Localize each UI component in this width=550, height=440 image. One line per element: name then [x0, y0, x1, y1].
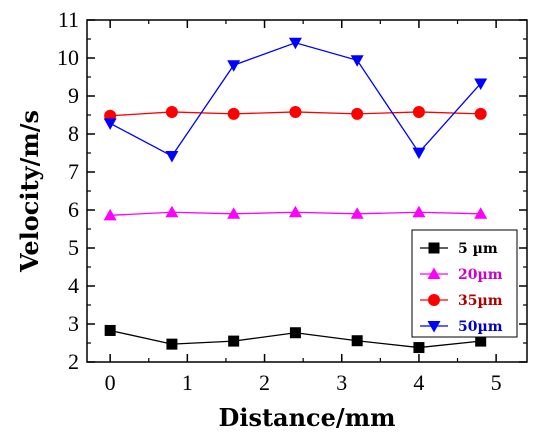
data-point-series-2 [474, 107, 487, 120]
y-tick-label: 9 [68, 83, 79, 108]
data-point-series-2 [227, 107, 240, 120]
data-point-series-1 [474, 207, 488, 219]
data-point-series-1 [103, 208, 117, 221]
data-point-series-3 [103, 118, 117, 130]
data-point-series-0 [166, 338, 178, 350]
legend-marker-2 [428, 294, 440, 306]
legend-marker-0 [428, 242, 440, 254]
series-line-3 [109, 42, 482, 157]
data-point-series-3 [165, 151, 179, 163]
y-tick-label: 2 [68, 349, 79, 374]
x-tick-label: 3 [336, 370, 347, 395]
y-axis-title: Velocity/m/s [15, 110, 44, 273]
legend-marker-3 [427, 321, 441, 333]
data-point-series-0 [228, 335, 240, 347]
legend-label-0: 5 µm [458, 241, 498, 257]
data-point-series-0 [289, 327, 301, 339]
y-tick-label: 10 [57, 45, 79, 70]
series-markers [103, 37, 488, 354]
x-tick-label: 2 [259, 370, 270, 395]
data-point-series-3 [350, 55, 364, 67]
data-point-series-2 [351, 107, 364, 120]
x-tick-label: 4 [413, 370, 424, 395]
data-point-series-3 [288, 37, 302, 50]
x-tick-label: 5 [491, 370, 502, 395]
data-point-series-3 [227, 60, 241, 72]
y-tick-label: 3 [68, 311, 79, 336]
legend-label-3: 50µm [458, 319, 503, 335]
legend-label-1: 20µm [458, 267, 503, 283]
legend-label-2: 35µm [458, 293, 503, 309]
data-point-series-0 [351, 335, 363, 347]
data-point-series-2 [289, 105, 302, 118]
x-axis-title: Distance/mm [219, 403, 396, 432]
x-tick-label: 0 [105, 370, 116, 395]
data-point-series-0 [475, 335, 487, 347]
y-tick-label: 5 [68, 235, 79, 260]
data-point-series-2 [412, 105, 425, 118]
data-point-series-0 [104, 324, 116, 336]
y-tick-label: 8 [68, 121, 79, 146]
data-point-series-2 [165, 105, 178, 118]
legend-marker-1 [427, 267, 441, 279]
y-tick-label: 7 [68, 159, 79, 184]
data-point-series-1 [165, 205, 179, 218]
y-tick-label: 11 [58, 7, 79, 32]
axis-ticks: 0 1 2 3 4 5 2 3 4 5 6 7 8 9 10 11 [57, 7, 527, 395]
data-point-series-1 [350, 207, 364, 219]
data-point-series-3 [474, 78, 488, 90]
x-tick-label: 1 [182, 370, 193, 395]
data-point-series-1 [288, 205, 302, 218]
data-point-series-3 [412, 147, 426, 160]
y-tick-label: 4 [68, 273, 79, 298]
legend: 5 µm 20µm 35µm 50µm [411, 229, 518, 338]
data-point-series-0 [413, 342, 425, 354]
data-point-series-1 [227, 207, 241, 219]
y-tick-label: 6 [68, 197, 79, 222]
data-point-series-1 [412, 205, 426, 218]
